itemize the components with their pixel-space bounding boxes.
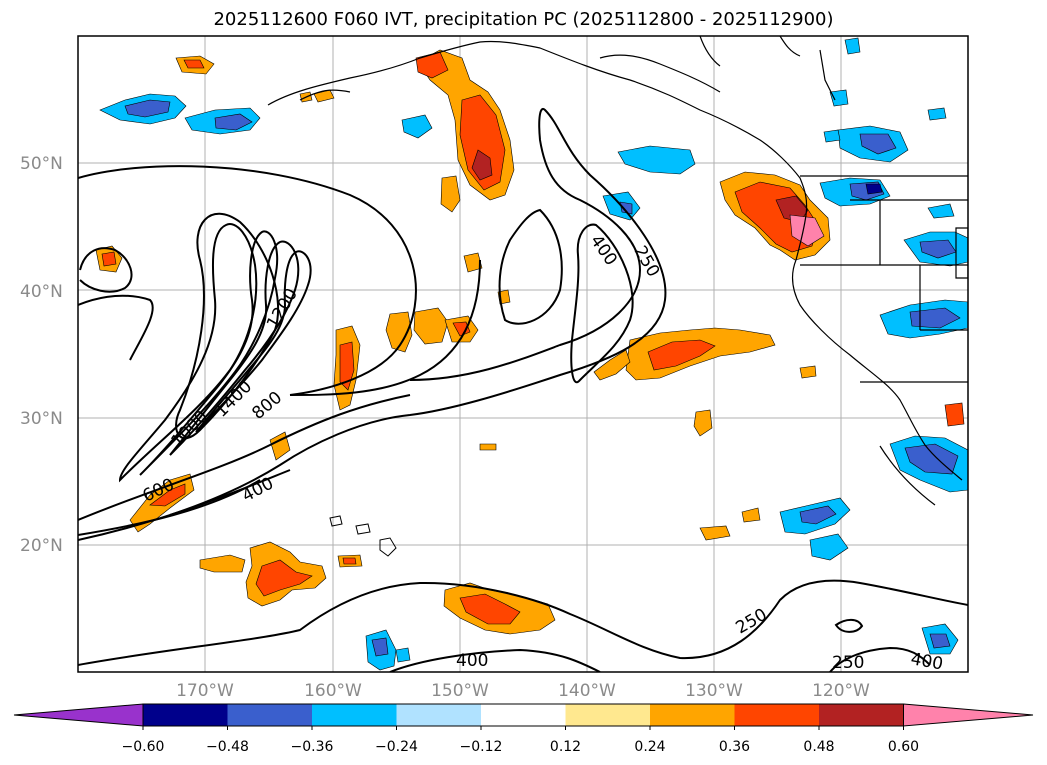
colorbar-extend-high (903, 703, 1034, 727)
lon-label: 160°W (304, 681, 362, 701)
colorbar-segment (819, 704, 904, 726)
colorbar-extend-low (13, 703, 144, 727)
map-title: 2025112600 F060 IVT, precipitation PC (2… (213, 9, 834, 30)
latitude-labels: 50°N 40°N 30°N 20°N (20, 154, 63, 556)
lat-label: 20°N (20, 536, 63, 556)
lat-label: 40°N (20, 282, 63, 302)
colorbar-label: −0.48 (206, 739, 249, 755)
colorbar-segment (396, 704, 481, 726)
positive-precip-shading (95, 49, 965, 635)
negative-precip-shading (99, 37, 968, 671)
hawaiian-islands (329, 515, 397, 557)
lon-label: 130°W (685, 681, 743, 701)
lat-label: 50°N (20, 154, 63, 174)
colorbar-segment (312, 704, 397, 726)
colorbar-segment (227, 704, 312, 726)
lon-label: 140°W (558, 681, 616, 701)
longitude-labels: 170°W 160°W 150°W 140°W 130°W 120°W (176, 681, 870, 701)
lon-label: 170°W (176, 681, 234, 701)
lat-label: 30°N (20, 409, 63, 429)
lon-label: 150°W (431, 681, 489, 701)
colorbar-segment (481, 704, 566, 726)
colorbar-label: −0.24 (375, 739, 418, 755)
colorbar-label: 0.24 (634, 739, 665, 755)
contour-label-250: 250 (832, 653, 864, 673)
colorbar: −0.60 −0.48 −0.36 −0.24 −0.12 0.12 0.24 0.36 0.4… (13, 703, 1034, 755)
contour-label-400: 400 (456, 651, 488, 671)
colorbar-segment (565, 704, 650, 726)
colorbar-segment (650, 704, 735, 726)
lon-label: 120°W (812, 681, 870, 701)
colorbar-label: 0.12 (550, 739, 581, 755)
coastlines (267, 36, 968, 506)
map-border (77, 35, 969, 673)
colorbar-label: 0.36 (719, 739, 750, 755)
colorbar-label: −0.12 (460, 739, 503, 755)
colorbar-segment (734, 704, 819, 726)
colorbar-segment (143, 704, 228, 726)
colorbar-label: 0.60 (888, 739, 919, 755)
ivt-contours (78, 107, 968, 672)
colorbar-label: 0.48 (803, 739, 834, 755)
colorbar-label: −0.36 (291, 739, 334, 755)
colorbar-outline (142, 703, 904, 727)
colorbar-label: −0.60 (122, 739, 165, 755)
